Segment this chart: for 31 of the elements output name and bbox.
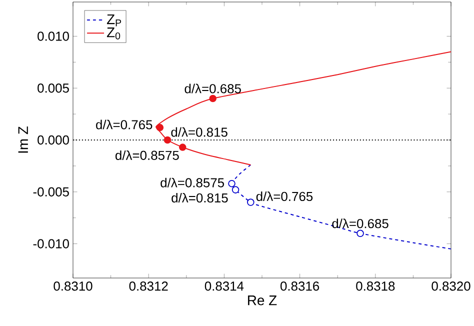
- annotation: d/λ=0.685: [332, 218, 388, 228]
- point: [156, 124, 164, 132]
- y-tick-label: 0.000: [38, 135, 69, 145]
- y-tick-label: -0.005: [33, 187, 69, 196]
- point: [209, 94, 216, 102]
- y-tick-label: -0.010: [33, 239, 69, 248]
- x-tick-label: 0.8312: [129, 282, 168, 291]
- point: [232, 186, 240, 194]
- x-axis-title: Re Z: [248, 296, 277, 306]
- point: [178, 144, 186, 151]
- x-tick-label: 0.8314: [204, 282, 244, 291]
- y-tick-label: 0.010: [38, 32, 69, 41]
- x-tick-label: 0.8320: [432, 282, 470, 291]
- point: [164, 136, 172, 144]
- annotation: d/λ=0.8575: [160, 178, 224, 188]
- annotation: d/λ=0.765: [96, 120, 152, 130]
- legend-label: Z$_{0}$: [106, 28, 120, 40]
- y-axis-title: Im Z: [18, 126, 28, 153]
- point: [247, 198, 254, 206]
- x-tick-label: 0.8316: [280, 282, 320, 291]
- point: [356, 230, 364, 238]
- annotation: d/λ=0.815: [171, 127, 228, 137]
- point: [228, 180, 236, 188]
- annotation: d/λ=0.8575: [116, 150, 179, 160]
- x-tick-label: 0.8318: [356, 282, 395, 291]
- annotation: d/λ=0.765: [256, 192, 313, 202]
- x-tick-label: 0.8310: [54, 282, 92, 291]
- annotation: d/λ=0.685: [184, 84, 241, 94]
- y-tick-label: 0.005: [38, 84, 69, 93]
- annotation: d/λ=0.815: [172, 192, 228, 203]
- legend-label: Z$_{P}$: [106, 14, 122, 26]
